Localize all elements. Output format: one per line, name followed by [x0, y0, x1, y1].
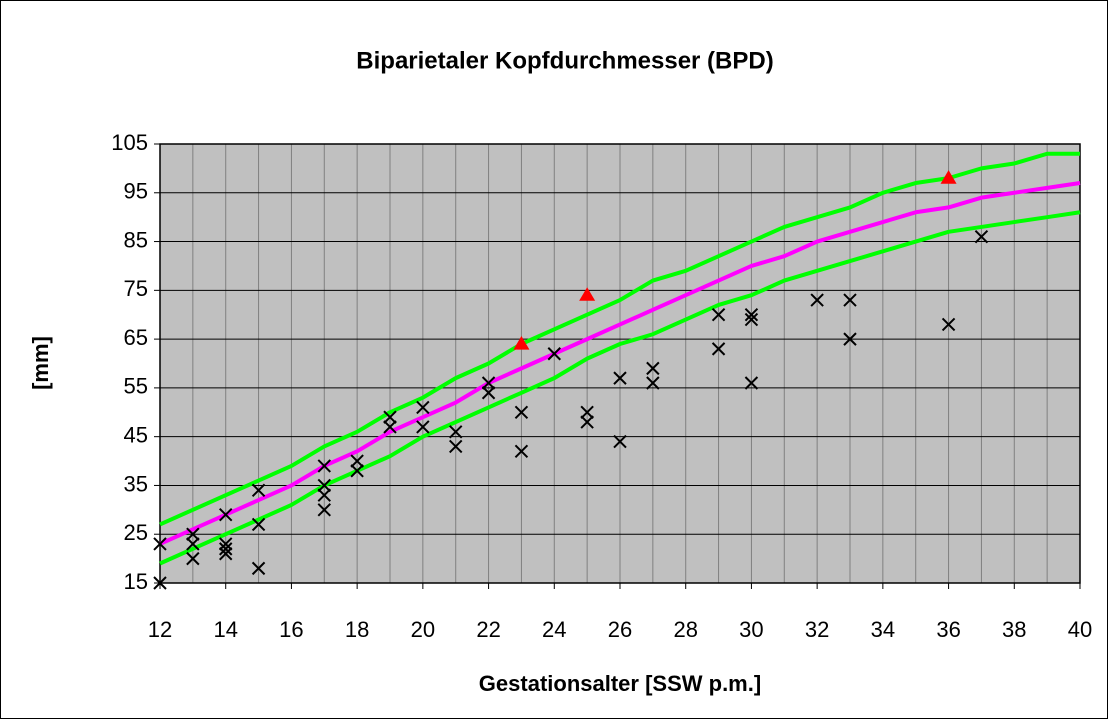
x-marker	[711, 342, 726, 356]
triangle-marker	[513, 335, 530, 350]
x-marker	[153, 537, 167, 551]
curve	[159, 210, 1081, 566]
x-marker	[449, 425, 463, 439]
x-tick-label: 38	[1002, 617, 1026, 642]
x-marker	[383, 410, 397, 424]
x-marker	[251, 561, 266, 576]
x-marker	[646, 376, 660, 390]
x-marker	[383, 420, 397, 434]
x-marker	[251, 517, 266, 532]
x-marker	[416, 400, 430, 415]
y-tick-label: 45	[124, 422, 148, 447]
x-marker	[186, 527, 200, 541]
triangle-marker	[940, 170, 957, 184]
x-tick-label: 14	[213, 617, 237, 642]
x-marker	[744, 312, 759, 327]
x-marker	[416, 420, 430, 434]
x-tick-label: 18	[345, 617, 369, 642]
x-marker	[317, 478, 331, 493]
curve	[159, 151, 1080, 527]
x-marker	[514, 444, 529, 459]
x-marker	[974, 229, 989, 244]
y-tick-label: 105	[111, 130, 148, 155]
y-axis-label: [mm]	[28, 336, 53, 390]
x-tick-label: 32	[805, 617, 829, 642]
x-marker	[711, 308, 726, 322]
x-marker	[153, 576, 167, 590]
x-marker	[317, 503, 331, 517]
x-marker	[646, 361, 660, 376]
x-marker	[219, 547, 233, 561]
x-tick-label: 20	[411, 617, 435, 642]
x-tick-label: 16	[279, 617, 303, 642]
x-marker	[350, 464, 364, 478]
chart-title: Biparietaler Kopfdurchmesser (BPD)	[356, 47, 773, 74]
x-tick-label: 12	[148, 617, 172, 642]
y-tick-label: 35	[124, 471, 148, 496]
x-marker	[317, 459, 331, 473]
y-tick-label: 65	[124, 325, 148, 350]
x-marker	[219, 508, 233, 522]
x-marker	[350, 454, 364, 468]
x-marker	[219, 542, 233, 556]
x-tick-label: 30	[739, 617, 763, 642]
curve	[159, 181, 1081, 546]
x-marker	[186, 551, 200, 566]
x-tick-label: 28	[673, 617, 697, 642]
x-marker	[613, 371, 627, 385]
x-marker	[744, 376, 759, 390]
x-tick-label: 26	[608, 617, 632, 642]
x-marker	[744, 308, 759, 322]
y-tick-label: 15	[124, 569, 148, 594]
x-marker	[843, 332, 857, 346]
x-marker	[843, 293, 857, 307]
x-tick-label: 22	[476, 617, 500, 642]
y-tick-label: 75	[124, 276, 148, 301]
x-tick-label: 40	[1068, 617, 1092, 642]
x-marker	[219, 537, 233, 551]
x-marker	[186, 537, 200, 551]
x-marker	[580, 405, 594, 419]
x-marker	[580, 415, 594, 429]
x-tick-label: 36	[936, 617, 960, 642]
x-marker	[449, 439, 463, 454]
x-marker	[514, 405, 529, 419]
x-marker	[613, 434, 627, 449]
x-marker	[481, 386, 496, 400]
x-tick-label: 34	[871, 617, 895, 642]
x-marker	[941, 317, 956, 332]
triangle-marker	[579, 287, 596, 301]
x-axis-label: Gestationsalter [SSW p.m.]	[479, 671, 761, 696]
x-marker	[810, 293, 824, 307]
x-marker	[547, 347, 561, 361]
x-tick-label: 24	[542, 617, 566, 642]
y-tick-label: 25	[124, 520, 148, 545]
plot-border	[159, 143, 1081, 584]
x-marker	[481, 376, 496, 390]
x-marker	[251, 483, 266, 498]
x-marker	[317, 488, 331, 502]
y-tick-label: 95	[124, 179, 148, 204]
y-tick-label: 55	[124, 374, 148, 399]
y-tick-label: 85	[124, 227, 148, 252]
